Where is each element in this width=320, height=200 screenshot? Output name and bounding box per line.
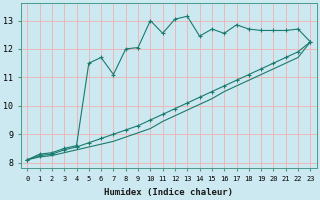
X-axis label: Humidex (Indice chaleur): Humidex (Indice chaleur) xyxy=(104,188,233,197)
